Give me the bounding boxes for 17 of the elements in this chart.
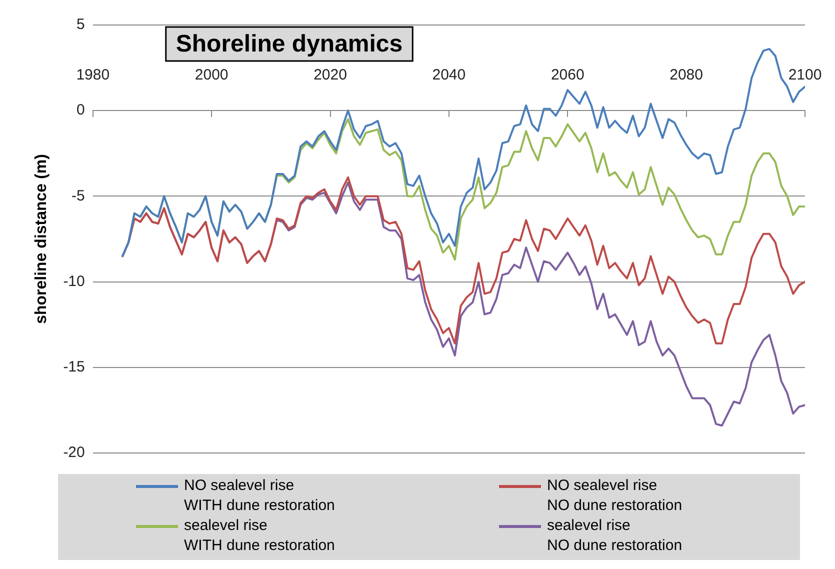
y-axis-title: shoreline distance (m) — [33, 154, 50, 324]
y-tick-label: 0 — [76, 102, 85, 119]
legend-label: sealevel rise NO dune restoration — [547, 516, 682, 556]
chart-title: Shoreline dynamics — [176, 30, 403, 58]
y-tick-label: 5 — [76, 16, 85, 34]
y-tick-label: -15 — [63, 358, 85, 376]
x-tick-label: 2000 — [194, 66, 228, 84]
legend-label: sealevel rise WITH dune restoration — [184, 516, 335, 556]
x-tick-label: 2040 — [432, 66, 466, 84]
y-tick-label: -10 — [63, 272, 85, 290]
x-tick-label: 2100 — [788, 66, 822, 84]
y-tick-label: -20 — [63, 444, 85, 462]
x-tick-label: 1980 — [76, 66, 110, 84]
x-tick-label: 2080 — [670, 66, 703, 84]
x-tick-label: 2060 — [550, 66, 584, 84]
x-tick-label: 2020 — [314, 66, 347, 84]
y-tick-label: -5 — [72, 187, 85, 204]
